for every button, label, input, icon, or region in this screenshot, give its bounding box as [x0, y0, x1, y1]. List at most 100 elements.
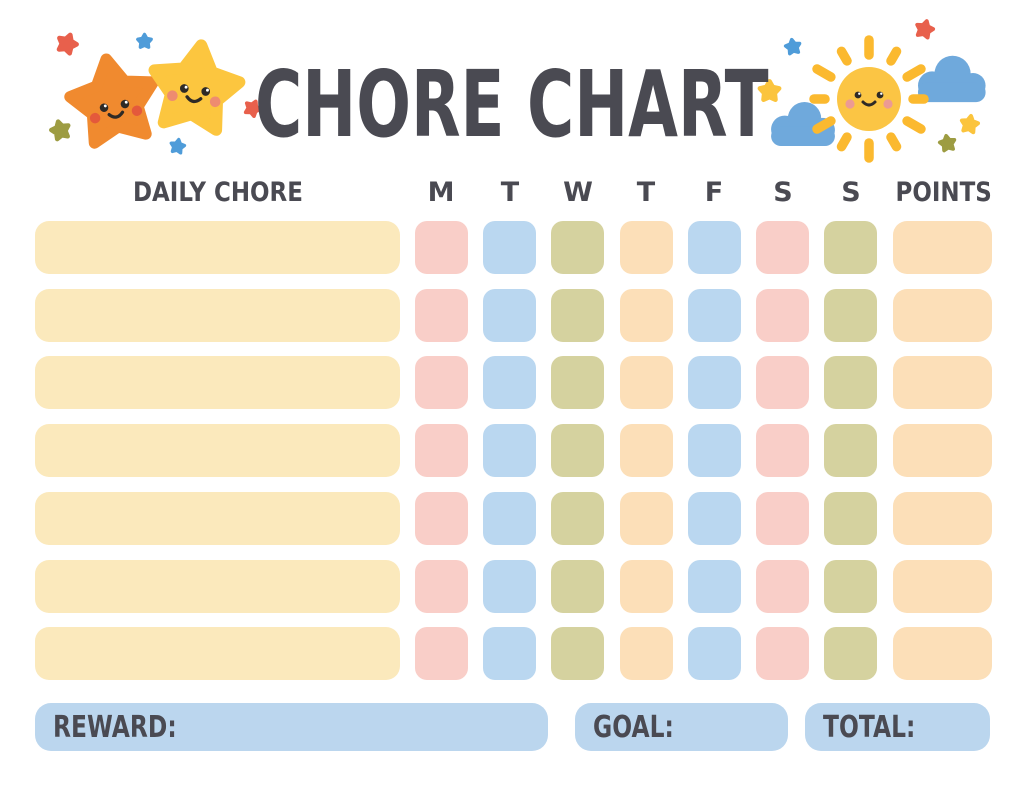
chore-name-field[interactable]	[35, 627, 400, 680]
chore-row-5	[0, 492, 1024, 545]
day-header-2-T: T	[500, 177, 520, 208]
day-cell-T[interactable]	[620, 424, 673, 477]
day-cell-F[interactable]	[688, 356, 741, 409]
day-cell-S[interactable]	[824, 356, 877, 409]
chore-row-6	[0, 560, 1024, 613]
chore-name-field[interactable]	[35, 221, 400, 274]
points-cell[interactable]	[893, 424, 992, 477]
day-cell-T[interactable]	[620, 492, 673, 545]
day-cell-M[interactable]	[415, 424, 468, 477]
points-cell[interactable]	[893, 560, 992, 613]
total-label: TOTAL:	[823, 710, 916, 745]
day-header-6-S: S	[773, 177, 793, 208]
day-cell-T[interactable]	[483, 627, 536, 680]
day-cell-S[interactable]	[756, 289, 809, 342]
mini-star-icon	[959, 113, 980, 134]
day-cell-F[interactable]	[688, 492, 741, 545]
day-cell-W[interactable]	[551, 560, 604, 613]
day-cell-F[interactable]	[688, 560, 741, 613]
sun-icon	[809, 35, 929, 163]
day-cell-T[interactable]	[483, 356, 536, 409]
sun-face	[845, 91, 893, 109]
chore-name-field[interactable]	[35, 560, 400, 613]
chore-name-field[interactable]	[35, 289, 400, 342]
chore-name-field[interactable]	[35, 424, 400, 477]
day-cell-W[interactable]	[551, 424, 604, 477]
day-cell-M[interactable]	[415, 221, 468, 274]
day-cell-F[interactable]	[688, 424, 741, 477]
orange-star-face	[89, 99, 143, 124]
day-cell-S[interactable]	[756, 492, 809, 545]
day-cell-M[interactable]	[415, 356, 468, 409]
day-cell-S[interactable]	[756, 560, 809, 613]
day-header-3-W: W	[563, 177, 593, 208]
total-field[interactable]: TOTAL:	[805, 703, 990, 751]
day-cell-W[interactable]	[551, 492, 604, 545]
day-cell-S[interactable]	[756, 424, 809, 477]
yellow-star-face	[167, 84, 221, 108]
day-header-5-F: F	[704, 177, 724, 208]
day-header-4-T: T	[636, 177, 656, 208]
day-cell-S[interactable]	[756, 356, 809, 409]
day-cell-W[interactable]	[551, 289, 604, 342]
day-cell-S[interactable]	[756, 627, 809, 680]
day-cell-S[interactable]	[824, 627, 877, 680]
day-cell-W[interactable]	[551, 221, 604, 274]
day-cell-F[interactable]	[688, 221, 741, 274]
day-cell-S[interactable]	[824, 424, 877, 477]
day-cell-M[interactable]	[415, 492, 468, 545]
points-cell[interactable]	[893, 289, 992, 342]
chore-row-1	[0, 221, 1024, 274]
mini-star-icon	[937, 133, 956, 152]
day-cell-T[interactable]	[620, 289, 673, 342]
day-cell-S[interactable]	[824, 492, 877, 545]
reward-label: REWARD:	[53, 710, 177, 745]
goal-field[interactable]: GOAL:	[575, 703, 788, 751]
day-cell-T[interactable]	[620, 221, 673, 274]
orange-star-icon	[64, 53, 159, 149]
points-header: POINTS	[895, 177, 992, 208]
mini-star-icon	[56, 32, 79, 56]
day-cell-T[interactable]	[483, 289, 536, 342]
day-cell-T[interactable]	[620, 627, 673, 680]
chore-name-field[interactable]	[35, 492, 400, 545]
day-cell-S[interactable]	[824, 560, 877, 613]
day-cell-M[interactable]	[415, 627, 468, 680]
mini-star-icon	[783, 37, 802, 56]
day-cell-S[interactable]	[756, 221, 809, 274]
points-cell[interactable]	[893, 356, 992, 409]
chore-row-3	[0, 356, 1024, 409]
day-cell-T[interactable]	[483, 560, 536, 613]
day-cell-W[interactable]	[551, 627, 604, 680]
points-cell[interactable]	[893, 492, 992, 545]
day-cell-T[interactable]	[620, 356, 673, 409]
day-cell-F[interactable]	[688, 627, 741, 680]
day-cell-S[interactable]	[824, 221, 877, 274]
day-cell-T[interactable]	[483, 424, 536, 477]
chore-name-field[interactable]	[35, 356, 400, 409]
day-header-1-M: M	[427, 177, 455, 208]
day-cell-T[interactable]	[620, 560, 673, 613]
reward-field[interactable]: REWARD:	[35, 703, 548, 751]
day-cell-M[interactable]	[415, 560, 468, 613]
mini-star-icon	[48, 118, 70, 141]
day-cell-T[interactable]	[483, 492, 536, 545]
day-cell-W[interactable]	[551, 356, 604, 409]
mini-star-icon	[914, 18, 935, 40]
goal-label: GOAL:	[593, 710, 674, 745]
day-cell-M[interactable]	[415, 289, 468, 342]
day-cell-S[interactable]	[824, 289, 877, 342]
mini-star-icon	[169, 137, 186, 155]
points-cell[interactable]	[893, 221, 992, 274]
yellow-star-icon	[148, 39, 246, 136]
points-cell[interactable]	[893, 627, 992, 680]
mini-star-icon	[135, 32, 153, 49]
chore-row-4	[0, 424, 1024, 477]
day-header-7-S: S	[841, 177, 861, 208]
chore-row-2	[0, 289, 1024, 342]
day-cell-T[interactable]	[483, 221, 536, 274]
chore-row-7	[0, 627, 1024, 680]
cloud-icon	[918, 55, 986, 103]
day-cell-F[interactable]	[688, 289, 741, 342]
